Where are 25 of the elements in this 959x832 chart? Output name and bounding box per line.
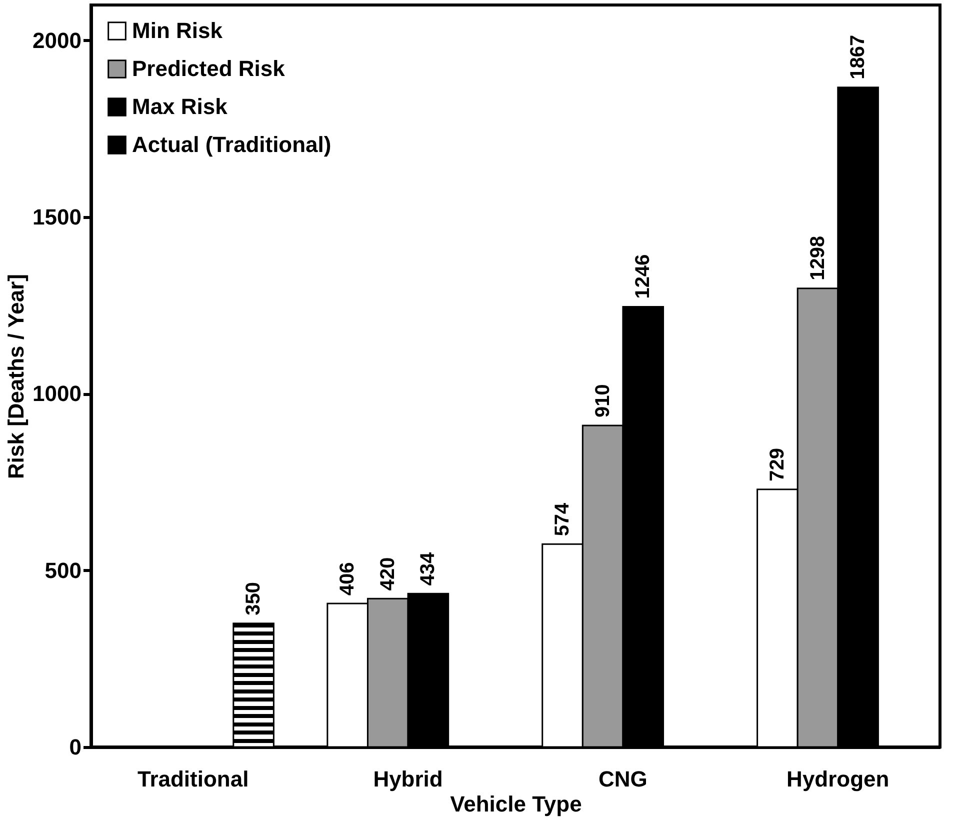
data-label: 406 [336,562,359,596]
y-tick-label: 500 [44,558,82,583]
data-label: 350 [242,582,265,616]
data-label: 729 [766,448,788,482]
data-label: 434 [417,551,440,586]
legend-label: Max Risk [132,94,228,119]
y-tick-label: 1500 [32,204,82,230]
data-label: 1298 [806,236,829,280]
legend-label: Predicted Risk [132,56,286,81]
data-label: 420 [376,557,399,591]
x-tick-label: CNG [598,766,648,792]
y-axis-title: Risk [Deaths / Year] [4,274,29,480]
data-label: 910 [592,384,614,418]
x-tick-label: Traditional [137,766,249,792]
y-tick-label: 0 [69,734,82,760]
y-tick-label: 2000 [32,28,82,53]
legend-label: Actual (Traditional) [132,132,332,157]
x-axis-title: Vehicle Type [450,792,582,816]
legend-label: Min Risk [132,18,224,43]
x-tick-label: Hydrogen [786,766,890,792]
data-label: 574 [552,502,574,536]
data-label: 1246 [632,254,654,299]
data-label: 1867 [847,34,870,80]
x-tick-label: Hybrid [373,766,443,792]
y-tick-label: 1000 [32,381,82,406]
